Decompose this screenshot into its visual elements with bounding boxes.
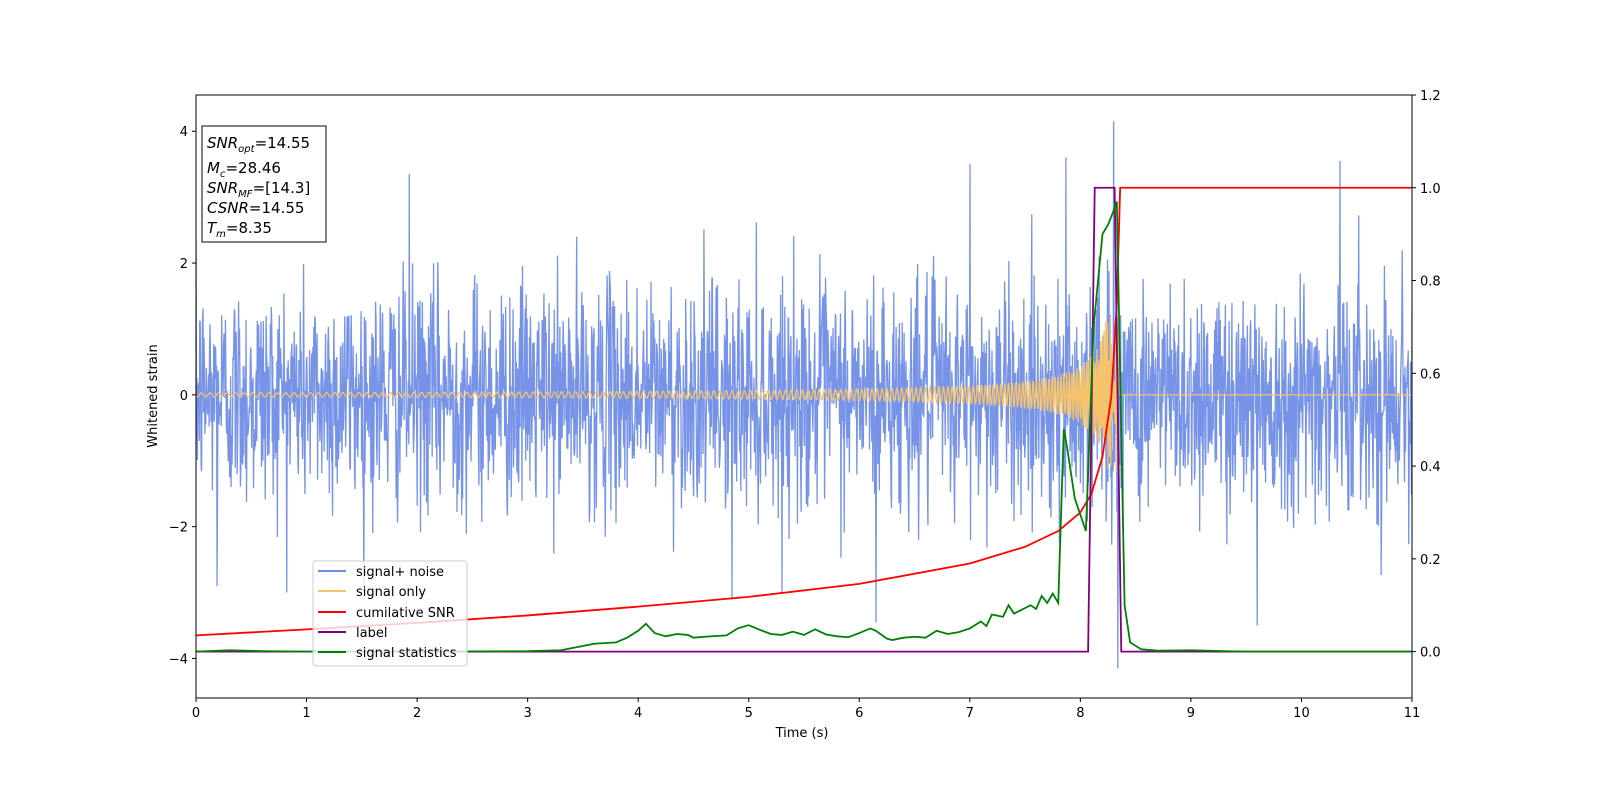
- annotation-csnr: CSNR=14.55: [207, 199, 304, 217]
- parameter-annotation-box: SNRopt=14.55 Mc=28.46 SNRMF=[14.3] CSNR=…: [201, 125, 327, 243]
- x-tick-label: 7: [966, 706, 974, 721]
- series-line-label: [196, 186, 1412, 653]
- y-right-tick-label: 1.2: [1420, 89, 1441, 104]
- y-right-tick-label: 0.2: [1420, 553, 1441, 568]
- legend: signal+ noise signal only cumilative SNR…: [312, 560, 468, 667]
- annotation-snr-mf: SNRMF=[14.3]: [207, 179, 310, 200]
- x-tick-label: 3: [523, 706, 531, 721]
- legend-label-signal-statistics: signal statistics: [356, 646, 457, 661]
- y-left-tick-label: 0: [180, 389, 188, 404]
- legend-label-cumulative-snr: cumilative SNR: [356, 606, 455, 621]
- x-tick-label: 4: [634, 706, 642, 721]
- plot-frame: [195, 94, 1413, 699]
- x-tick-label: 0: [192, 706, 200, 721]
- x-tick-label: 8: [1076, 706, 1084, 721]
- x-tick-label: 11: [1404, 706, 1421, 721]
- y-axis-label: Whitened strain: [146, 344, 161, 447]
- x-tick-label: 2: [413, 706, 421, 721]
- plot-area: [196, 121, 1412, 669]
- x-tick-label: 1: [302, 706, 310, 721]
- y-right-tick-label: 0.6: [1420, 367, 1441, 382]
- y-left-tick-label: 4: [180, 125, 188, 140]
- x-tick-label: 6: [855, 706, 863, 721]
- x-axis-label: Time (s): [775, 726, 829, 741]
- axis-ticks: 0 1 2 3 4 5 6 7 8 9 10 11 −4 −2 0 2 4 0.0 0.2 0.4 0.6 0.8 1.0 1…: [169, 89, 1441, 721]
- x-tick-label: 5: [745, 706, 753, 721]
- annotation-merger-time: Tm=8.35: [207, 219, 272, 240]
- y-left-tick-label: −2: [169, 521, 188, 536]
- legend-label-signal-noise: signal+ noise: [356, 565, 444, 580]
- y-left-tick-label: −4: [169, 652, 188, 667]
- series-line-signal-statistics: [196, 201, 1412, 653]
- y-right-tick-label: 0.8: [1420, 275, 1441, 290]
- x-tick-label: 10: [1293, 706, 1310, 721]
- annotation-snr-opt: SNRopt=14.55: [207, 134, 310, 155]
- y-left-tick-label: 2: [180, 257, 188, 272]
- legend-label-signal-only: signal only: [356, 585, 426, 600]
- y-right-tick-label: 1.0: [1420, 182, 1441, 197]
- series-line-cumulative-snr: [196, 186, 1412, 637]
- series-line-signal-only: [196, 316, 1412, 473]
- y-right-tick-label: 0.4: [1420, 460, 1441, 475]
- x-tick-label: 9: [1187, 706, 1195, 721]
- annotation-chirp-mass: Mc=28.46: [207, 159, 281, 180]
- legend-label-label: label: [356, 626, 387, 641]
- series-line-signal-noise: [196, 121, 1412, 669]
- y-right-tick-label: 0.0: [1420, 646, 1441, 661]
